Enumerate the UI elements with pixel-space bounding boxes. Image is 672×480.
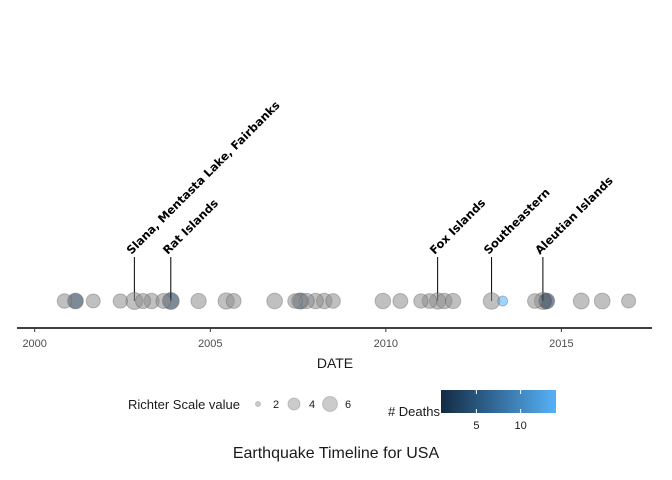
earthquake-point	[325, 293, 341, 309]
earthquake-point	[392, 293, 409, 309]
annotation-label: Fox Islands	[427, 196, 488, 257]
earthquake-point	[287, 293, 303, 309]
x-tick-label: 2000	[22, 338, 46, 350]
points-layer	[56, 292, 637, 310]
color-legend: # Deaths 5 10	[388, 390, 556, 432]
earthquake-point	[85, 293, 101, 309]
earthquake-point	[444, 292, 462, 310]
size-legend-label: 2	[273, 399, 279, 411]
earthquake-point	[112, 293, 129, 309]
x-tick-label: 2015	[549, 338, 573, 350]
size-legend-key	[287, 397, 301, 411]
earthquake-point	[225, 293, 242, 309]
size-legend-key	[255, 401, 261, 407]
earthquake-point	[621, 293, 637, 309]
earthquake-point	[134, 292, 152, 310]
earthquake-point	[593, 292, 611, 310]
size-legend-title: Richter Scale value	[128, 397, 240, 412]
x-axis-title: DATE	[317, 355, 353, 371]
size-legend-label: 4	[309, 399, 315, 411]
earthquake-point	[497, 295, 509, 307]
earthquake-point	[56, 293, 73, 309]
color-legend-bar	[441, 390, 556, 413]
size-legend-keys: 2 4 6	[255, 396, 351, 412]
chart-title: Earthquake Timeline for USA	[233, 445, 440, 462]
size-legend-key	[322, 396, 338, 412]
x-tick-label: 2010	[374, 338, 398, 350]
color-legend-tick-label: 10	[514, 420, 526, 432]
size-legend-label: 6	[345, 399, 351, 411]
color-legend-title: # Deaths	[388, 404, 441, 419]
annotation-label: Slana, Mentasta Lake, Fairbanks	[124, 98, 283, 257]
earthquake-point	[572, 292, 590, 310]
size-legend: Richter Scale value 2 4 6	[128, 396, 351, 412]
x-tick-label: 2005	[198, 338, 222, 350]
color-legend-ticks: 5 10	[473, 390, 527, 432]
earthquake-point	[413, 293, 429, 309]
earthquake-point	[374, 292, 392, 310]
earthquake-point	[527, 293, 543, 309]
earthquake-point	[190, 292, 207, 310]
earthquake-point	[266, 292, 283, 310]
color-legend-tick-label: 5	[473, 420, 479, 432]
annotation-label: Aleutian Islands	[532, 173, 616, 257]
x-axis-ticks: 2000 2005 2010 2015	[22, 328, 574, 350]
earthquake-point	[155, 293, 172, 309]
